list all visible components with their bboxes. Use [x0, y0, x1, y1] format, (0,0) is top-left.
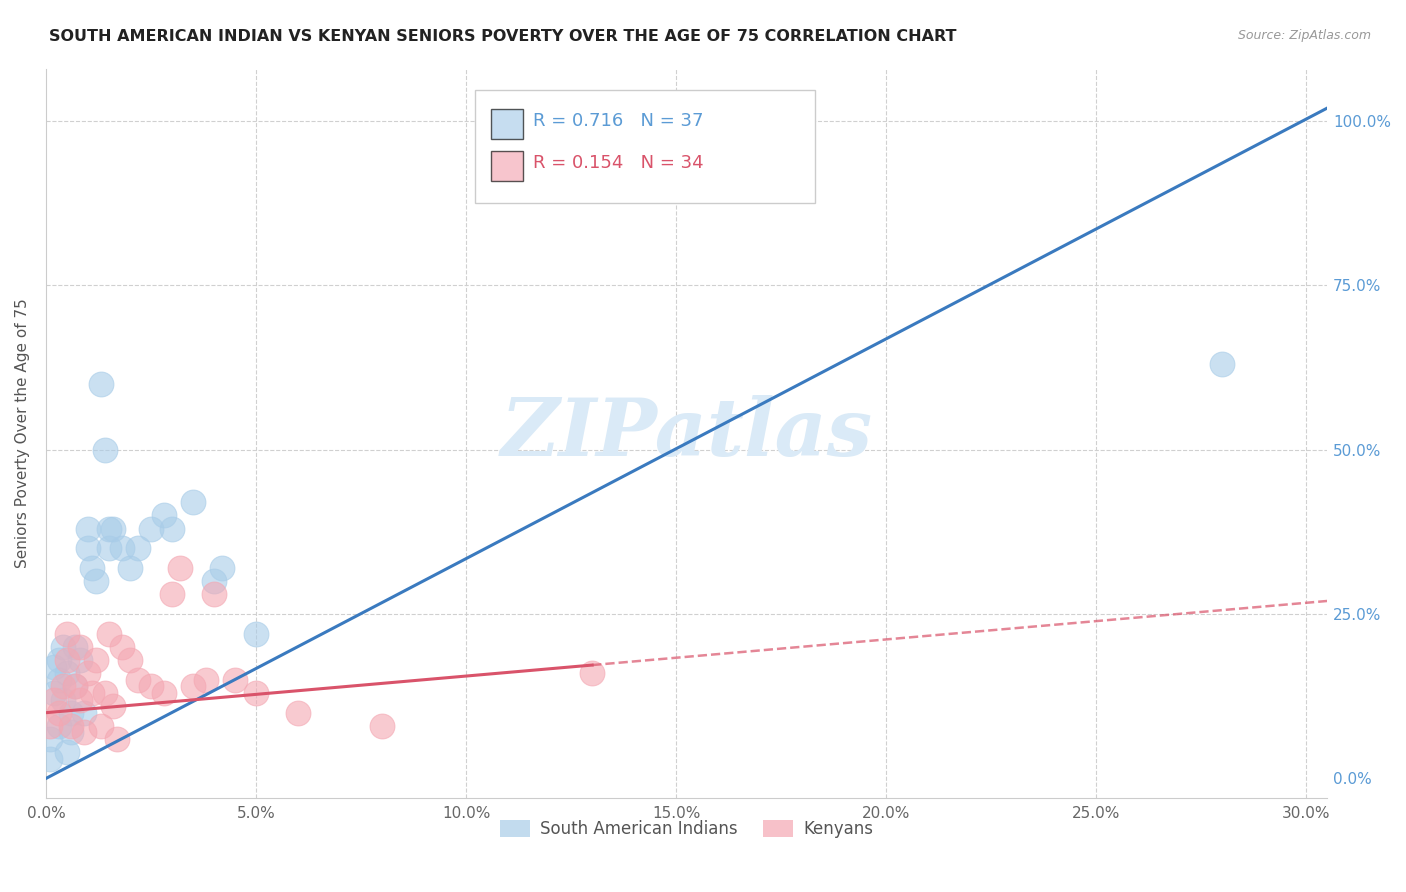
Point: [245, 686, 267, 700]
Point: [160, 587, 183, 601]
Point: [90, 377, 112, 392]
Point: [39, 719, 62, 733]
Point: [118, 561, 141, 575]
Y-axis label: Seniors Poverty Over the Age of 75: Seniors Poverty Over the Age of 75: [15, 299, 30, 568]
Point: [94, 686, 117, 700]
Point: [73, 706, 96, 720]
Point: [44, 659, 66, 673]
Point: [73, 725, 96, 739]
Point: [224, 673, 246, 687]
Point: [86, 574, 108, 589]
Point: [69, 640, 91, 654]
Point: [181, 495, 204, 509]
Point: [127, 541, 149, 556]
Point: [152, 686, 174, 700]
Point: [1211, 357, 1233, 371]
Point: [98, 627, 121, 641]
Point: [139, 680, 162, 694]
Point: [90, 719, 112, 733]
Point: [69, 653, 91, 667]
Point: [103, 522, 125, 536]
Text: Source: ZipAtlas.com: Source: ZipAtlas.com: [1237, 29, 1371, 42]
Point: [98, 541, 121, 556]
Point: [287, 706, 309, 720]
Point: [152, 508, 174, 523]
Point: [65, 680, 87, 694]
Point: [86, 653, 108, 667]
Text: R = 0.716   N = 37: R = 0.716 N = 37: [533, 112, 703, 130]
Point: [82, 686, 104, 700]
Point: [56, 653, 79, 667]
Point: [211, 561, 233, 575]
Point: [139, 522, 162, 536]
Text: SOUTH AMERICAN INDIAN VS KENYAN SENIORS POVERTY OVER THE AGE OF 75 CORRELATION C: SOUTH AMERICAN INDIAN VS KENYAN SENIORS …: [49, 29, 956, 44]
Point: [105, 731, 128, 746]
FancyBboxPatch shape: [491, 151, 523, 181]
Point: [202, 574, 225, 589]
Point: [245, 627, 267, 641]
Point: [52, 640, 75, 654]
Text: ZIPatlas: ZIPatlas: [501, 394, 873, 472]
Point: [82, 561, 104, 575]
Point: [77, 522, 100, 536]
Legend: South American Indians, Kenyans: South American Indians, Kenyans: [494, 813, 880, 845]
Point: [39, 731, 62, 746]
FancyBboxPatch shape: [475, 90, 815, 203]
Point: [94, 442, 117, 457]
Point: [48, 653, 70, 667]
Point: [98, 522, 121, 536]
Point: [110, 640, 132, 654]
Point: [110, 541, 132, 556]
Point: [77, 541, 100, 556]
Point: [39, 752, 62, 766]
Point: [56, 627, 79, 641]
Text: R = 0.154   N = 34: R = 0.154 N = 34: [533, 154, 703, 172]
Point: [60, 719, 83, 733]
Point: [103, 699, 125, 714]
Point: [60, 725, 83, 739]
Point: [52, 692, 75, 706]
Point: [160, 522, 183, 536]
Point: [169, 561, 191, 575]
Point: [65, 680, 87, 694]
Point: [371, 719, 394, 733]
Point: [48, 706, 70, 720]
Point: [581, 666, 603, 681]
Point: [48, 719, 70, 733]
Point: [127, 673, 149, 687]
Point: [65, 640, 87, 654]
Point: [118, 653, 141, 667]
Point: [77, 666, 100, 681]
Point: [181, 680, 204, 694]
Point: [44, 686, 66, 700]
Point: [60, 706, 83, 720]
Point: [56, 745, 79, 759]
Point: [194, 673, 217, 687]
Point: [56, 666, 79, 681]
FancyBboxPatch shape: [491, 109, 523, 138]
Point: [48, 673, 70, 687]
Point: [52, 680, 75, 694]
Point: [44, 692, 66, 706]
Point: [202, 587, 225, 601]
Point: [69, 692, 91, 706]
